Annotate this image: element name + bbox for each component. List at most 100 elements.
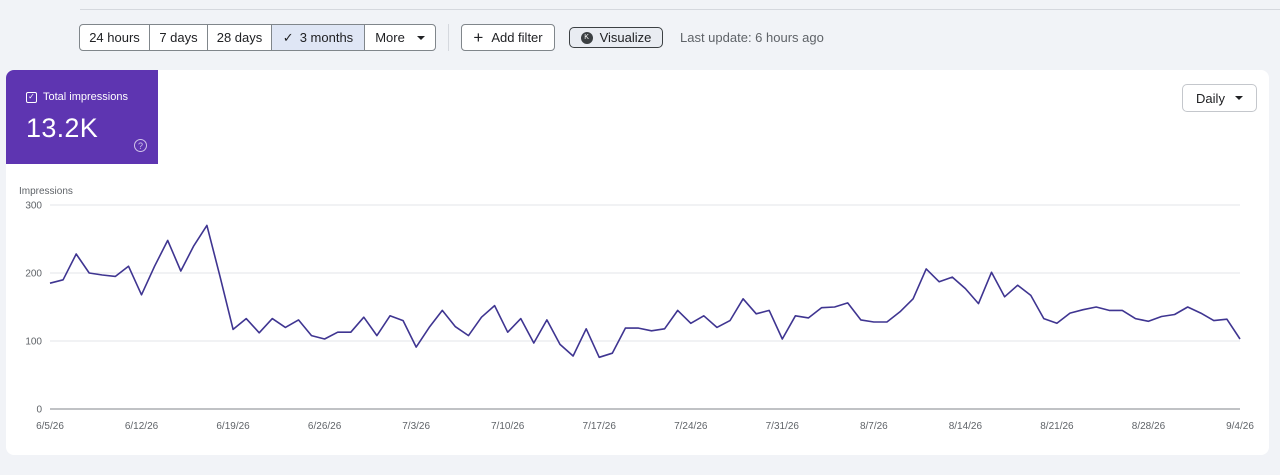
data-point[interactable] [701,313,707,319]
data-point[interactable] [479,314,485,320]
data-point[interactable] [792,313,798,319]
data-point[interactable] [1172,311,1178,317]
data-point[interactable] [99,272,105,278]
data-point[interactable] [845,300,851,306]
data-point[interactable] [609,350,615,356]
data-point[interactable] [348,329,354,335]
data-point[interactable] [112,273,118,279]
visualize-button[interactable]: K Visualize [569,27,663,48]
checkbox-checked-icon[interactable]: ✓ [26,91,37,103]
data-point[interactable] [295,317,301,323]
data-point[interactable] [832,304,838,310]
data-point[interactable] [1224,316,1230,322]
data-point[interactable] [335,329,341,335]
data-point[interactable] [962,286,968,292]
data-point[interactable] [439,307,445,313]
data-point[interactable] [86,270,92,276]
data-point[interactable] [1198,310,1204,316]
range-24-hours-button[interactable]: 24 hours [80,25,150,50]
data-point[interactable] [413,344,419,350]
data-point[interactable] [217,273,223,279]
data-point[interactable] [505,329,511,335]
granularity-dropdown[interactable]: Daily [1182,84,1257,112]
data-point[interactable] [649,328,655,334]
data-point[interactable] [949,274,955,280]
data-point[interactable] [465,333,471,339]
data-point[interactable] [165,237,171,243]
data-point[interactable] [753,311,759,317]
data-point[interactable] [60,277,66,283]
data-point[interactable] [322,336,328,342]
data-point[interactable] [269,316,275,322]
data-point[interactable] [1185,304,1191,310]
data-point[interactable] [152,263,158,269]
data-point[interactable] [387,313,393,319]
data-point[interactable] [1106,307,1112,313]
data-point[interactable] [361,314,367,320]
data-point[interactable] [544,317,550,323]
data-point[interactable] [819,305,825,311]
data-point[interactable] [518,316,524,322]
data-point[interactable] [989,269,995,275]
data-point[interactable] [727,318,733,324]
data-point[interactable] [910,296,916,302]
data-point[interactable] [282,324,288,330]
data-point[interactable] [256,330,262,336]
data-point[interactable] [884,319,890,325]
data-point[interactable] [1015,282,1021,288]
data-point[interactable] [805,315,811,321]
data-point[interactable] [139,292,145,298]
data-point[interactable] [740,296,746,302]
data-point[interactable] [1145,318,1151,324]
data-point[interactable] [858,317,864,323]
data-point[interactable] [1002,294,1008,300]
data-point[interactable] [923,266,929,272]
data-point[interactable] [688,320,694,326]
data-point[interactable] [73,251,79,257]
data-point[interactable] [779,336,785,342]
data-point[interactable] [47,280,53,286]
data-point[interactable] [1093,304,1099,310]
data-point[interactable] [400,318,406,324]
add-filter-button[interactable]: + Add filter [461,24,555,51]
data-point[interactable] [243,316,249,322]
data-point[interactable] [583,326,589,332]
range-28-days-button[interactable]: 28 days [208,25,272,50]
total-impressions-metric[interactable]: ✓ Total impressions 13.2K ? [6,70,158,164]
data-point[interactable] [675,307,681,313]
data-point[interactable] [1211,318,1217,324]
data-point[interactable] [178,268,184,274]
data-point[interactable] [570,353,576,359]
data-point[interactable] [936,279,942,285]
data-point[interactable] [452,324,458,330]
help-icon[interactable]: ? [134,139,147,152]
data-point[interactable] [1237,336,1243,342]
data-point[interactable] [662,326,668,332]
data-point[interactable] [230,326,236,332]
data-point[interactable] [125,263,131,269]
data-point[interactable] [596,354,602,360]
data-point[interactable] [374,333,380,339]
data-point[interactable] [1028,292,1034,298]
data-point[interactable] [426,324,432,330]
range-7-days-button[interactable]: 7 days [150,25,208,50]
data-point[interactable] [1041,316,1047,322]
data-point[interactable] [1080,307,1086,313]
data-point[interactable] [531,340,537,346]
data-point[interactable] [557,341,563,347]
data-point[interactable] [204,222,210,228]
data-point[interactable] [635,325,641,331]
data-point[interactable] [871,319,877,325]
data-point[interactable] [1132,316,1138,322]
data-point[interactable] [1119,307,1125,313]
data-point[interactable] [975,301,981,307]
data-point[interactable] [1067,310,1073,316]
range-more-button[interactable]: More [365,25,435,50]
data-point[interactable] [766,307,772,313]
data-point[interactable] [622,325,628,331]
data-point[interactable] [1159,314,1165,320]
data-point[interactable] [897,309,903,315]
data-point[interactable] [309,333,315,339]
range-3-months-button[interactable]: ✓ 3 months [272,25,365,50]
data-point[interactable] [1054,320,1060,326]
